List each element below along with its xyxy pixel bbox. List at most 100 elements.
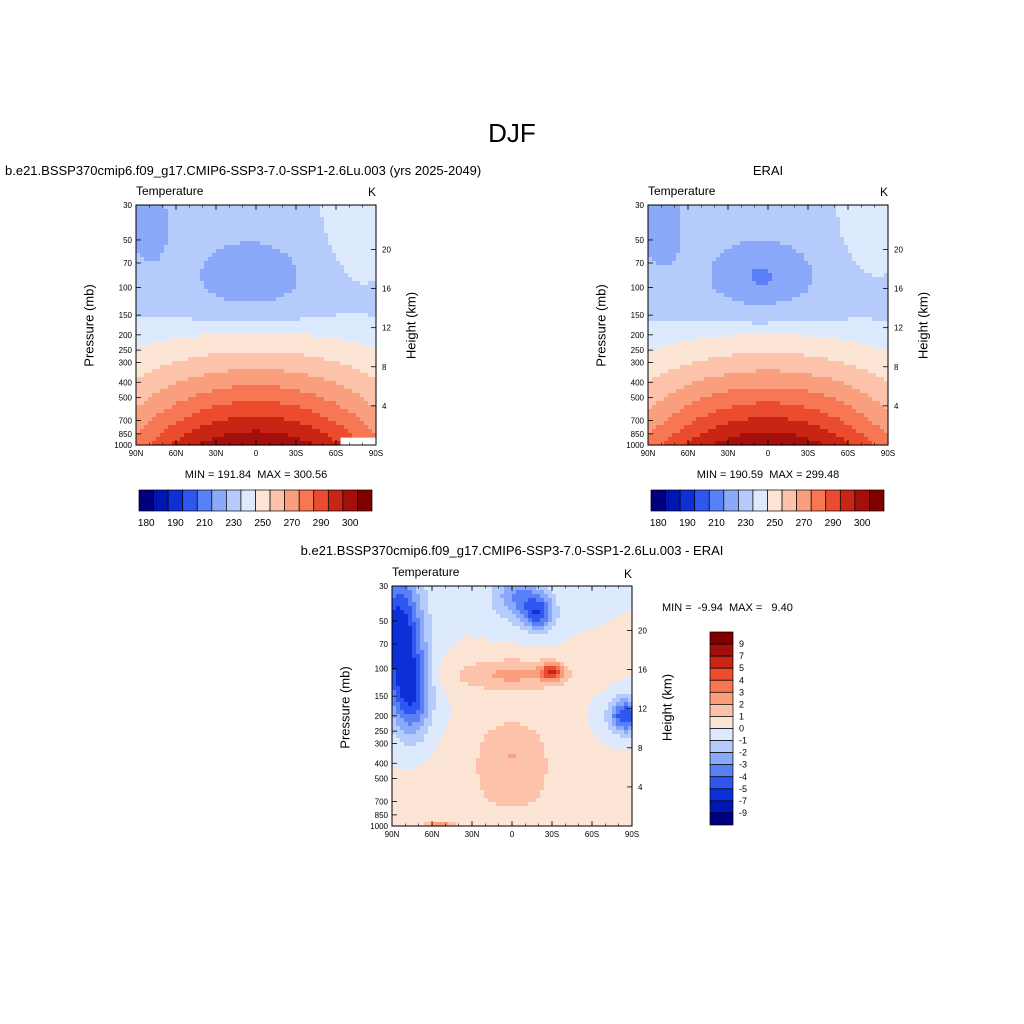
contour-cell (340, 409, 345, 414)
contour-cell (248, 253, 253, 258)
contour-cell (700, 253, 705, 258)
contour-cell (660, 225, 665, 230)
contour-cell (172, 425, 177, 430)
contour-cell (372, 369, 377, 374)
contour-cell (180, 237, 185, 242)
contour-cell (268, 205, 273, 210)
contour-cell (152, 293, 157, 298)
contour-cell (320, 325, 325, 330)
contour-cell (712, 301, 717, 306)
contour-cell (676, 385, 681, 390)
contour-cell (656, 281, 661, 286)
contour-cell (228, 309, 233, 314)
contour-cell (684, 245, 689, 250)
contour-cell (712, 429, 717, 434)
contour-cell (152, 389, 157, 394)
contour-cell (188, 381, 193, 386)
contour-cell (244, 241, 249, 246)
contour-cell (672, 241, 677, 246)
contour-cell (332, 297, 337, 302)
contour-cell (200, 229, 205, 234)
contour-cell (252, 393, 257, 398)
contour-cell (136, 321, 141, 326)
contour-cell (148, 325, 153, 330)
contour-cell (216, 205, 221, 210)
contour-cell (168, 293, 173, 298)
contour-cell (300, 209, 305, 214)
contour-cell (324, 313, 329, 318)
contour-cell (228, 369, 233, 374)
contour-cell (324, 369, 329, 374)
contour-cell (660, 409, 665, 414)
contour-cell (716, 305, 721, 310)
contour-cell (668, 309, 673, 314)
contour-cell (344, 273, 349, 278)
contour-cell (348, 225, 353, 230)
contour-cell (228, 433, 233, 438)
contour-cell (660, 229, 665, 234)
contour-cell (368, 249, 373, 254)
contour-cell (140, 221, 145, 226)
contour-cell (296, 277, 301, 282)
contour-cell (316, 261, 321, 266)
contour-cell (300, 389, 305, 394)
contour-cell (656, 229, 661, 234)
contour-cell (252, 281, 257, 286)
contour-cell (160, 289, 165, 294)
contour-cell (208, 397, 213, 402)
contour-cell (188, 273, 193, 278)
contour-cell (372, 213, 377, 218)
contour-cell (248, 257, 253, 262)
contour-cell (340, 397, 345, 402)
contour-cell (280, 333, 285, 338)
contour-cell (284, 313, 289, 318)
contour-cell (172, 397, 177, 402)
contour-cell (680, 357, 685, 362)
contour-cell (264, 353, 269, 358)
contour-cell (200, 321, 205, 326)
contour-cell (220, 297, 225, 302)
contour-cell (700, 313, 705, 318)
contour-cell (156, 349, 161, 354)
contour-cell (720, 217, 725, 222)
contour-cell (348, 393, 353, 398)
contour-cell (176, 333, 181, 338)
contour-cell (168, 377, 173, 382)
contour-cell (260, 365, 265, 370)
contour-cell (304, 249, 309, 254)
contour-cell (220, 221, 225, 226)
contour-cell (680, 317, 685, 322)
contour-cell (272, 325, 277, 330)
contour-cell (216, 397, 221, 402)
contour-cell (168, 265, 173, 270)
contour-cell (724, 257, 729, 262)
contour-cell (140, 225, 145, 230)
contour-cell (244, 425, 249, 430)
contour-cell (236, 329, 241, 334)
contour-cell (648, 269, 653, 274)
contour-cell (184, 229, 189, 234)
contour-cell (724, 217, 729, 222)
contour-cell (352, 361, 357, 366)
contour-cell (688, 389, 693, 394)
contour-cell (256, 245, 261, 250)
contour-cell (224, 253, 229, 258)
contour-cell (684, 241, 689, 246)
contour-cell (364, 401, 369, 406)
contour-cell (252, 317, 257, 322)
contour-cell (692, 365, 697, 370)
contour-cell (712, 321, 717, 326)
contour-cell (348, 233, 353, 238)
contour-cell (720, 221, 725, 226)
contour-cell (352, 333, 357, 338)
contour-cell (660, 429, 665, 434)
contour-cell (328, 313, 333, 318)
contour-cell (264, 349, 269, 354)
y-tick-label: 1000 (114, 441, 132, 450)
contour-cell (208, 389, 213, 394)
contour-cell (196, 233, 201, 238)
contour-cell (304, 357, 309, 362)
contour-cell (684, 205, 689, 210)
contour-cell (656, 341, 661, 346)
contour-cell (672, 413, 677, 418)
